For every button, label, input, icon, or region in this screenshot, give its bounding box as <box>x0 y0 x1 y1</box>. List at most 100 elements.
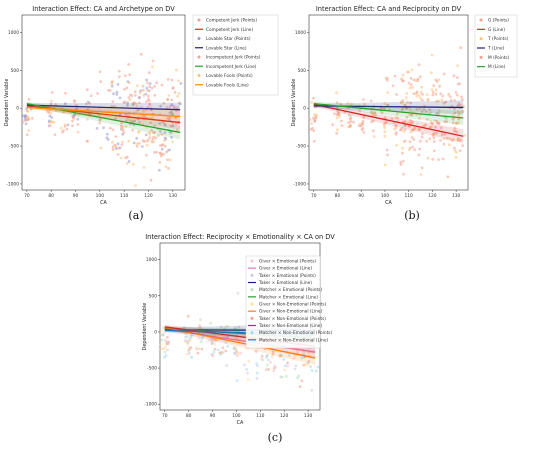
x-axis-label: CA <box>237 420 244 426</box>
scatter-point <box>405 116 409 119</box>
scatter-point <box>312 96 315 100</box>
scatter-point <box>50 99 53 103</box>
y-tick-label: -500 <box>147 366 157 372</box>
scatter-point <box>432 149 436 153</box>
scatter-point <box>401 159 405 163</box>
scatter-point <box>137 130 141 133</box>
scatter-point <box>313 119 317 123</box>
scatter-point <box>196 351 200 355</box>
scatter-point <box>455 130 459 134</box>
chart-title: Interaction Effect: CA and Archetype on … <box>32 5 175 13</box>
scatter-point <box>144 133 148 137</box>
scatter-point <box>407 70 411 74</box>
y-axis-label: Dependent Variable <box>4 79 10 127</box>
scatter-point <box>255 371 259 375</box>
scatter-point <box>25 118 28 122</box>
scatter-point <box>388 108 392 111</box>
scatter-point <box>149 121 153 125</box>
scatter-point <box>410 68 414 72</box>
scatter-point <box>148 136 152 140</box>
scatter-point <box>224 349 228 353</box>
panel-caption: (b) <box>404 209 420 222</box>
scatter-point <box>449 99 453 102</box>
regression-line <box>26 104 181 111</box>
scatter-point <box>408 86 412 90</box>
scatter-point <box>216 348 220 352</box>
scatter-point <box>452 129 456 133</box>
scatter-point <box>212 350 216 354</box>
scatter-point <box>119 156 123 160</box>
x-tick-label: 80 <box>48 193 54 199</box>
scatter-point <box>410 113 414 116</box>
scatter-point <box>200 337 204 341</box>
scatter-point <box>214 338 218 342</box>
scatter-point <box>428 108 432 112</box>
scatter-point <box>445 137 449 140</box>
scatter-point <box>379 110 383 113</box>
scatter-point <box>439 92 443 96</box>
scatter-point <box>145 86 149 90</box>
scatter-point <box>246 371 249 375</box>
scatter-point <box>306 363 310 367</box>
scatter-point <box>358 124 361 128</box>
scatter-point <box>437 158 440 162</box>
scatter-point <box>383 134 387 138</box>
scatter-point <box>448 137 452 141</box>
scatter-point <box>372 135 376 138</box>
scatter-point <box>147 71 151 75</box>
scatter-point <box>152 131 155 135</box>
scatter-point <box>401 146 405 150</box>
legend-label: Competent Jerk (Line) <box>206 27 253 33</box>
scatter-point <box>409 76 413 80</box>
scatter-point <box>293 367 297 371</box>
scatter-point <box>145 139 149 143</box>
scatter-point <box>408 113 411 117</box>
scatter-point <box>125 155 129 159</box>
scatter-point <box>457 121 460 125</box>
scatter-point <box>123 100 127 104</box>
scatter-point <box>177 79 180 83</box>
scatter-point <box>137 101 141 105</box>
scatter-point <box>111 140 114 144</box>
scatter-point <box>140 145 144 148</box>
legend-marker <box>479 55 483 59</box>
scatter-point <box>309 365 313 369</box>
scatter-point <box>177 92 181 95</box>
scatter-point <box>116 147 120 150</box>
scatter-point <box>106 132 109 136</box>
scatter-point <box>186 341 190 345</box>
scatter-point <box>116 83 120 86</box>
scatter-point <box>144 92 148 96</box>
scatter-point <box>420 85 424 89</box>
scatter-point <box>151 65 154 69</box>
scatter-point <box>71 119 74 123</box>
scatter-point <box>283 364 287 368</box>
scatter-point <box>163 331 167 334</box>
scatter-point <box>170 78 174 82</box>
scatter-point <box>386 103 389 107</box>
x-tick-label: 130 <box>169 193 178 199</box>
scatter-point <box>453 146 456 150</box>
scatter-point <box>210 342 214 345</box>
scatter-point <box>435 131 438 135</box>
legend-label: Taker × Non-Emotional (Points) <box>258 316 326 322</box>
scatter-point <box>383 126 386 129</box>
x-tick-label: 130 <box>304 413 313 419</box>
scatter-point <box>402 172 405 176</box>
scatter-point <box>143 140 147 143</box>
scatter-point <box>420 132 424 136</box>
scatter-point <box>178 102 182 106</box>
scatter-point <box>243 363 246 367</box>
scatter-point <box>411 86 414 89</box>
chart-title: Interaction Effect: CA and Reciprocity o… <box>316 5 462 13</box>
scatter-point <box>399 128 403 132</box>
legend-marker <box>250 273 254 277</box>
y-tick-label: -500 <box>296 144 306 150</box>
scatter-point <box>49 102 53 106</box>
scatter-point <box>267 358 270 362</box>
scatter-point <box>27 97 31 101</box>
x-axis-label: CA <box>100 200 107 206</box>
plot-area <box>308 14 469 191</box>
scatter-point <box>408 140 412 144</box>
legend-label: Taker × Non-Emotional (Line) <box>258 323 322 329</box>
